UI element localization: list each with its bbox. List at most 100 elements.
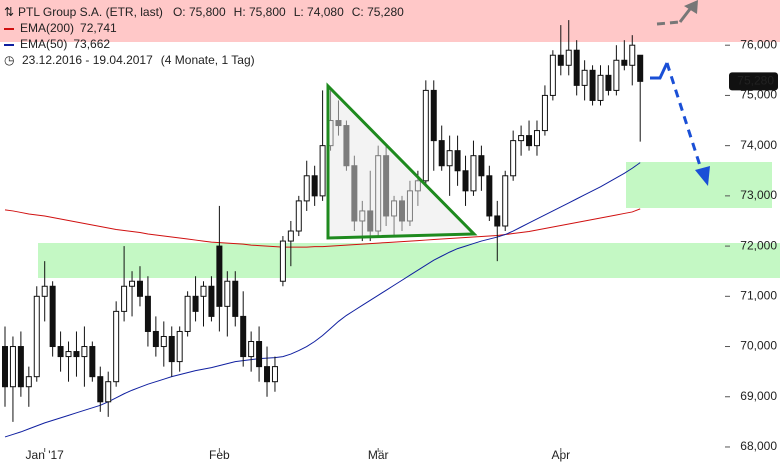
candle-body xyxy=(454,150,461,172)
x-tick-label: Jan '17 xyxy=(26,448,65,462)
candle-body xyxy=(478,155,485,177)
candle-body xyxy=(168,335,175,363)
triangle-pattern xyxy=(326,82,478,240)
candle-body xyxy=(160,335,167,348)
candle-body xyxy=(629,44,636,66)
candle-body xyxy=(549,54,556,96)
candle-body xyxy=(97,376,104,403)
legend-value: 72,741 xyxy=(80,21,117,35)
candle-body xyxy=(200,285,207,297)
arrow-head xyxy=(695,166,710,186)
candle-body xyxy=(287,230,294,242)
x-tick-label: Apr xyxy=(551,448,570,462)
date-range: 23.12.2016 - 19.04.2017 xyxy=(22,53,153,67)
candle-body xyxy=(57,346,64,358)
candle-body xyxy=(89,346,96,378)
candle-body xyxy=(248,341,255,358)
last-price-box xyxy=(729,72,778,91)
candle-body xyxy=(311,175,318,197)
arrow-head xyxy=(684,0,698,14)
candle-body xyxy=(81,346,88,358)
forecast-arrow xyxy=(665,62,704,173)
candle-body xyxy=(446,150,453,167)
candle-body xyxy=(279,240,286,282)
candle-body xyxy=(637,54,644,82)
candle-body xyxy=(224,280,231,307)
candle-body xyxy=(256,341,263,368)
candle-body xyxy=(526,135,533,147)
candle-body xyxy=(303,175,310,202)
y-tick-label: 68,000 xyxy=(740,439,777,453)
ohlc-value: C: 75,280 xyxy=(352,5,404,19)
candle-body xyxy=(216,245,223,307)
candle-body xyxy=(41,285,48,297)
candle-body xyxy=(184,295,191,332)
x-tick-label: Feb xyxy=(209,448,230,462)
y-tick-label: 75,000 xyxy=(740,88,777,102)
candle-body xyxy=(462,170,469,192)
candle-body xyxy=(502,175,509,227)
candle-body xyxy=(613,59,620,91)
candle-body xyxy=(136,280,143,297)
candle-body xyxy=(152,330,159,348)
support-zone xyxy=(38,243,780,278)
candle-body xyxy=(518,135,525,142)
last-price-label: 75,280 xyxy=(737,74,774,88)
candle-body xyxy=(25,376,32,388)
y-tick-label: 69,000 xyxy=(740,389,777,403)
candle-body xyxy=(105,381,112,403)
candle-body xyxy=(295,200,302,232)
ema-line xyxy=(4,208,641,248)
ohlc-value: L: 74,080 xyxy=(294,5,344,19)
legend: ⇅ PTL Group S.A. (ETR, last) ◷ 23.12.201… xyxy=(4,5,255,67)
alt-forecast-line xyxy=(656,20,681,26)
candle-body xyxy=(494,215,501,227)
candle-body xyxy=(438,140,445,167)
candle-body xyxy=(9,346,16,388)
x-tick-label: Mär xyxy=(368,448,389,462)
candle-body xyxy=(33,295,40,378)
plot xyxy=(2,20,644,438)
candle-body xyxy=(589,69,596,101)
y-tick-label: 72,000 xyxy=(740,238,777,252)
candle-body xyxy=(49,285,56,348)
legend-label: EMA(200) xyxy=(20,21,74,35)
ohlc-value: O: 75,800 xyxy=(173,5,226,19)
legend-label: EMA(50) xyxy=(20,37,67,51)
candle-body xyxy=(541,94,548,132)
candle-body xyxy=(208,285,215,317)
candle-body xyxy=(176,330,183,363)
period: (4 Monate, 1 Tag) xyxy=(161,53,255,67)
candle-body xyxy=(422,89,429,182)
forecast-line xyxy=(650,62,669,80)
candle-body xyxy=(557,54,564,66)
candle-body xyxy=(470,155,477,192)
y-tick-label: 73,000 xyxy=(740,188,777,202)
candle-body xyxy=(271,366,278,383)
candle-body xyxy=(113,310,120,383)
candle-body xyxy=(240,315,247,358)
candle-body xyxy=(573,49,580,86)
candle-body xyxy=(581,69,588,86)
candle-body xyxy=(73,351,80,358)
y-tick-label: 71,000 xyxy=(740,288,777,302)
candle-body xyxy=(486,175,493,217)
candle-body xyxy=(565,49,572,66)
candle-body xyxy=(605,74,612,91)
candle-body xyxy=(319,145,326,197)
chart-title: PTL Group S.A. (ETR, last) xyxy=(18,5,163,19)
ohlc-value: H: 75,800 xyxy=(234,5,286,19)
y-tick-label: 70,000 xyxy=(740,339,777,353)
candle-body xyxy=(17,346,24,388)
candle-body xyxy=(192,295,199,312)
candle-body xyxy=(597,74,604,101)
candle-body xyxy=(65,351,72,358)
candle-body xyxy=(621,59,628,66)
chart-icon: ⇅ xyxy=(4,5,14,19)
candle-body xyxy=(264,366,271,383)
candle-body xyxy=(533,130,540,147)
alt-forecast-arrow xyxy=(678,8,692,23)
candle-body xyxy=(430,89,437,142)
candle-body xyxy=(2,346,8,388)
